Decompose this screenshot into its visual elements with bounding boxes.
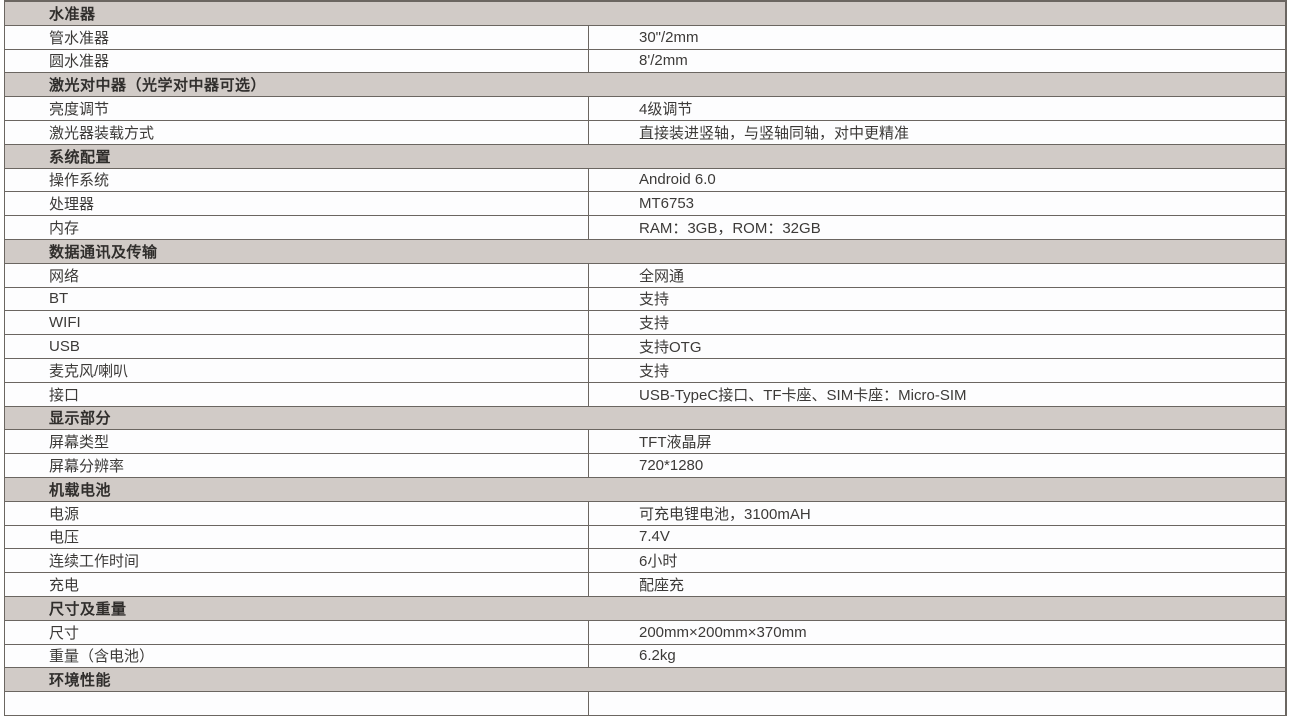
spec-value-cell: 6小时 — [639, 553, 678, 571]
spec-value-cell: 720*1280 — [639, 457, 704, 475]
spec-row: 操作系统 Android 6.0 — [5, 168, 1285, 193]
spec-row: 亮度调节 4级调节 — [5, 97, 1285, 121]
spec-row: 重量（含电池） 6.2kg — [5, 644, 1285, 669]
spec-value-cell: 4级调节 — [639, 101, 693, 119]
spec-value-cell: 支持 — [639, 291, 670, 309]
spec-value-cell: RAM：3GB，ROM：32GB — [639, 220, 821, 238]
spec-parameter-cell: 屏幕分辨率 — [5, 454, 589, 477]
spec-parameter-cell: 操作系统 — [5, 168, 589, 192]
spec-row: WIFI 支持 — [5, 311, 1285, 336]
section-title: 系统配置 — [49, 148, 112, 166]
spec-row: 网络 全网通 — [5, 263, 1285, 288]
spec-value-cell: 支持 — [639, 315, 670, 333]
spec-parameter-cell — [5, 692, 589, 715]
section-title: 水准器 — [49, 5, 96, 23]
spec-row: 接口 USB-TypeC接口、TF卡座、SIM卡座：Micro-SIM — [5, 382, 1285, 407]
spec-value-cell: 30"/2mm — [639, 28, 699, 46]
spec-parameter-cell: 屏幕类型 — [5, 430, 589, 454]
spec-row: 屏幕类型 TFT液晶屏 — [5, 430, 1285, 455]
spec-row: 激光器装载方式 直接装进竖轴，与竖轴同轴，对中更精准 — [5, 120, 1285, 145]
spec-parameter-cell: 激光器装载方式 — [5, 120, 589, 144]
spec-row: 麦克风/喇叭 支持 — [5, 358, 1285, 383]
spec-parameter-cell: 亮度调节 — [5, 97, 589, 120]
spec-parameter-cell: BT — [5, 287, 589, 311]
spec-row: 连续工作时间 6小时 — [5, 549, 1285, 574]
spec-parameter-cell: 处理器 — [5, 192, 589, 216]
spec-value-cell: 直接装进竖轴，与竖轴同轴，对中更精准 — [639, 124, 910, 142]
spec-value-cell: 支持 — [639, 362, 670, 380]
spec-value-cell: 支持OTG — [639, 339, 702, 357]
spec-value-cell: USB-TypeC接口、TF卡座、SIM卡座：Micro-SIM — [639, 386, 967, 404]
spec-row: 充电 配座充 — [5, 573, 1285, 597]
section-header-row: 环境性能 — [5, 668, 1285, 693]
spec-table: 水准器管水准器 30"/2mm 圆水准器 8'/2mm 激光对中器（光学对中器可选） 亮度… — [4, 0, 1287, 716]
spec-row: 圆水准器 8'/2mm — [5, 49, 1285, 74]
spec-value-cell: Android 6.0 — [639, 171, 716, 189]
spec-row: USB 支持OTG — [5, 335, 1285, 359]
spec-parameter-cell: 重量（含电池） — [5, 644, 589, 668]
section-title: 数据通讯及传输 — [49, 243, 158, 261]
spec-value-cell: 200mm×200mm×370mm — [639, 623, 807, 641]
spec-row: 屏幕分辨率 720*1280 — [5, 454, 1285, 478]
spec-value-cell: 可充电锂电池，3100mAH — [639, 505, 811, 523]
section-title: 环境性能 — [49, 672, 112, 690]
spec-row: 电源 可充电锂电池，3100mAH — [5, 501, 1285, 526]
section-title: 尺寸及重量 — [49, 600, 127, 618]
spec-row: 处理器 MT6753 — [5, 192, 1285, 217]
spec-parameter-cell: 圆水准器 — [5, 49, 589, 73]
spec-parameter-cell: 麦克风/喇叭 — [5, 358, 589, 382]
section-header-row: 数据通讯及传输 — [5, 239, 1285, 264]
spec-row: 电压 7.4V — [5, 525, 1285, 550]
spec-parameter-cell: 充电 — [5, 573, 589, 596]
spec-parameter-cell: 电压 — [5, 525, 589, 549]
spec-parameter-cell: 接口 — [5, 382, 589, 406]
spec-row — [5, 692, 1285, 716]
spec-value-cell: 配座充 — [639, 577, 685, 595]
spec-value-cell — [589, 692, 1285, 715]
spec-value-cell: 全网通 — [639, 267, 685, 285]
section-header-row: 激光对中器（光学对中器可选） — [5, 73, 1285, 98]
spec-row: BT 支持 — [5, 287, 1285, 312]
spec-row: 尺寸 200mm×200mm×370mm — [5, 620, 1285, 645]
spec-parameter-cell: 电源 — [5, 501, 589, 525]
section-header-row: 机载电池 — [5, 477, 1285, 502]
spec-parameter-cell: 内存 — [5, 216, 589, 239]
spec-value-cell: 8'/2mm — [639, 52, 688, 70]
section-title: 机载电池 — [49, 481, 112, 499]
spec-parameter-cell: 管水准器 — [5, 25, 589, 49]
section-header-row: 尺寸及重量 — [5, 596, 1285, 621]
section-header-row: 水准器 — [5, 2, 1285, 26]
spec-parameter-cell: USB — [5, 335, 589, 358]
section-title: 显示部分 — [49, 410, 112, 428]
section-header-row: 显示部分 — [5, 406, 1285, 431]
spec-value-cell: MT6753 — [639, 195, 695, 213]
section-header-row: 系统配置 — [5, 144, 1285, 169]
spec-value-cell: TFT液晶屏 — [639, 434, 712, 452]
spec-value-cell: 7.4V — [639, 528, 670, 546]
spec-row: 内存 RAM：3GB，ROM：32GB — [5, 216, 1285, 240]
spec-parameter-cell: WIFI — [5, 311, 589, 335]
spec-row: 管水准器 30"/2mm — [5, 25, 1285, 50]
spec-parameter-cell: 网络 — [5, 263, 589, 287]
spec-parameter-cell: 连续工作时间 — [5, 549, 589, 573]
spec-value-cell: 6.2kg — [639, 647, 676, 665]
spec-parameter-cell: 尺寸 — [5, 620, 589, 644]
section-title: 激光对中器（光学对中器可选） — [49, 77, 267, 95]
